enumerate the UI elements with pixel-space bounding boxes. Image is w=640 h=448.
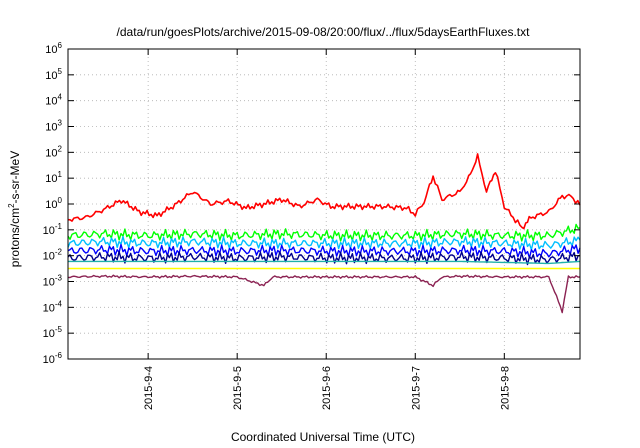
y-tick-label: 106 — [45, 41, 62, 56]
x-tick-label: 2015-9-6 — [321, 366, 333, 410]
y-tick-label: 101 — [45, 170, 62, 185]
y-axis-label-post: -s-sr-MeV — [8, 151, 22, 204]
x-tick-label: 2015-9-5 — [232, 366, 244, 410]
y-tick-base: 10 — [45, 199, 57, 211]
y-tick-exponent: 4 — [58, 93, 63, 102]
series-line-3 — [67, 235, 581, 251]
y-tick-label: 10-5 — [43, 325, 63, 340]
y-tick-base: 10 — [45, 147, 57, 159]
y-tick-base: 10 — [45, 96, 57, 108]
y-tick-exponent: -1 — [55, 222, 63, 231]
x-tick-label: 2015-9-7 — [410, 366, 422, 410]
series-line-2 — [67, 223, 581, 242]
y-tick-base: 10 — [45, 122, 57, 134]
y-tick-base: 10 — [43, 251, 55, 263]
y-axis-label-sup: 2 — [7, 203, 16, 208]
y-tick-base: 10 — [45, 44, 57, 56]
series-line-1 — [67, 153, 581, 230]
y-tick-base: 10 — [45, 70, 57, 82]
y-tick-exponent: 5 — [58, 67, 63, 76]
y-tick-label: 10-2 — [43, 248, 63, 263]
y-axis-label: protons/cm2-s-sr-MeV — [7, 151, 22, 267]
y-tick-label: 10-3 — [43, 274, 63, 289]
y-tick-exponent: 1 — [58, 170, 63, 179]
chart-title: /data/run/goesPlots/archive/2015-09-08/2… — [117, 25, 531, 39]
y-tick-label: 103 — [45, 119, 62, 134]
y-tick-exponent: 2 — [58, 144, 63, 153]
y-tick-base: 10 — [43, 225, 55, 237]
y-tick-exponent: -6 — [55, 351, 63, 360]
series-group — [67, 153, 581, 314]
series-line-6 — [68, 260, 581, 265]
y-tick-label: 105 — [45, 67, 62, 82]
y-tick-base: 10 — [45, 173, 57, 185]
y-tick-label: 100 — [45, 196, 62, 211]
y-tick-base: 10 — [43, 354, 55, 366]
y-tick-label: 104 — [45, 93, 62, 108]
y-tick-exponent: 6 — [58, 41, 63, 50]
y-tick-label: 10-1 — [43, 222, 63, 237]
series-line-8 — [67, 274, 581, 314]
y-ticks: 10610510410310210110010-110-210-310-410-… — [43, 41, 580, 366]
y-tick-base: 10 — [43, 302, 55, 314]
x-axis-label: Coordinated Universal Time (UTC) — [231, 430, 415, 444]
y-tick-exponent: -4 — [55, 299, 63, 308]
y-tick-label: 10-4 — [43, 299, 63, 314]
y-tick-label: 102 — [45, 144, 62, 159]
y-tick-base: 10 — [43, 277, 55, 289]
series-line-4 — [67, 243, 581, 259]
y-tick-base: 10 — [43, 328, 55, 340]
x-tick-label: 2015-9-4 — [143, 366, 155, 410]
y-tick-exponent: -3 — [55, 274, 63, 283]
y-tick-exponent: 3 — [58, 119, 63, 128]
y-tick-exponent: -2 — [55, 248, 63, 257]
x-tick-label: 2015-9-8 — [499, 366, 511, 410]
y-axis-label-pre: protons/cm — [8, 208, 22, 267]
x-ticks: 2015-9-4 2015-9-5 2015-9-6 2015-9-7 2015-9-8 — [143, 49, 511, 410]
y-tick-exponent: 0 — [58, 196, 63, 205]
y-tick-label: 10-6 — [43, 351, 63, 366]
y-tick-exponent: -5 — [55, 325, 63, 334]
